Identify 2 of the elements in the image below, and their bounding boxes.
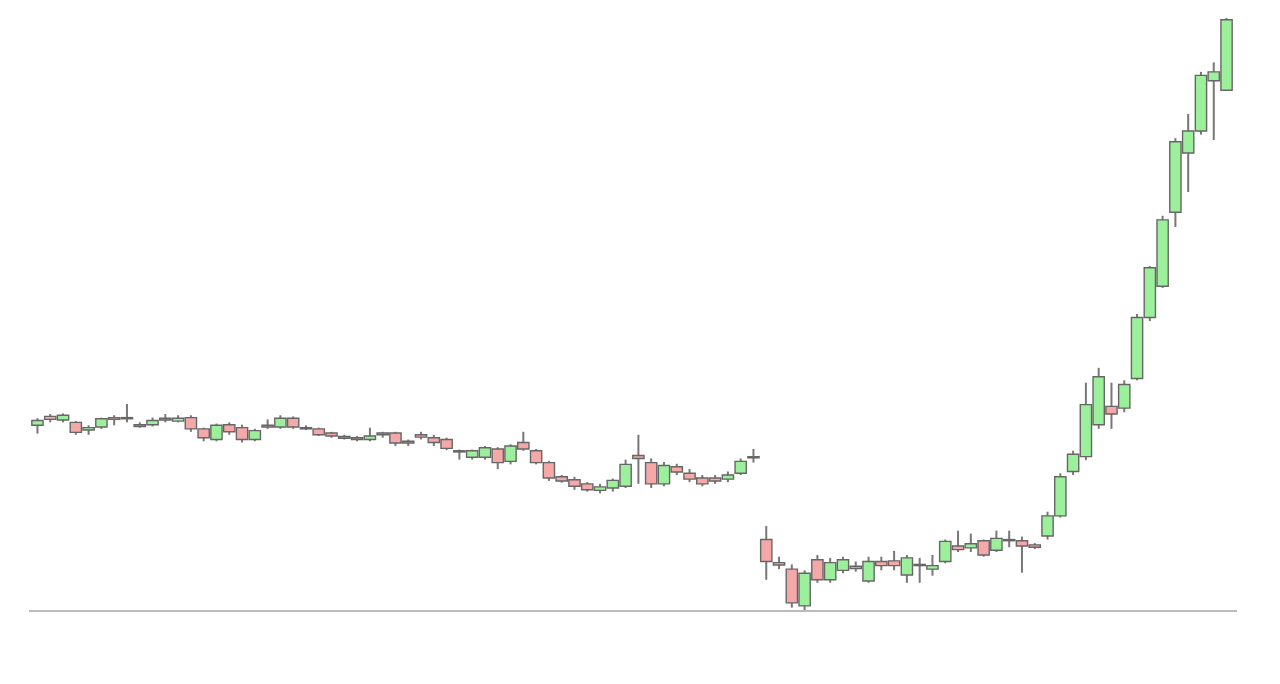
candlestick	[632, 433, 645, 485]
candlestick	[759, 524, 773, 581]
